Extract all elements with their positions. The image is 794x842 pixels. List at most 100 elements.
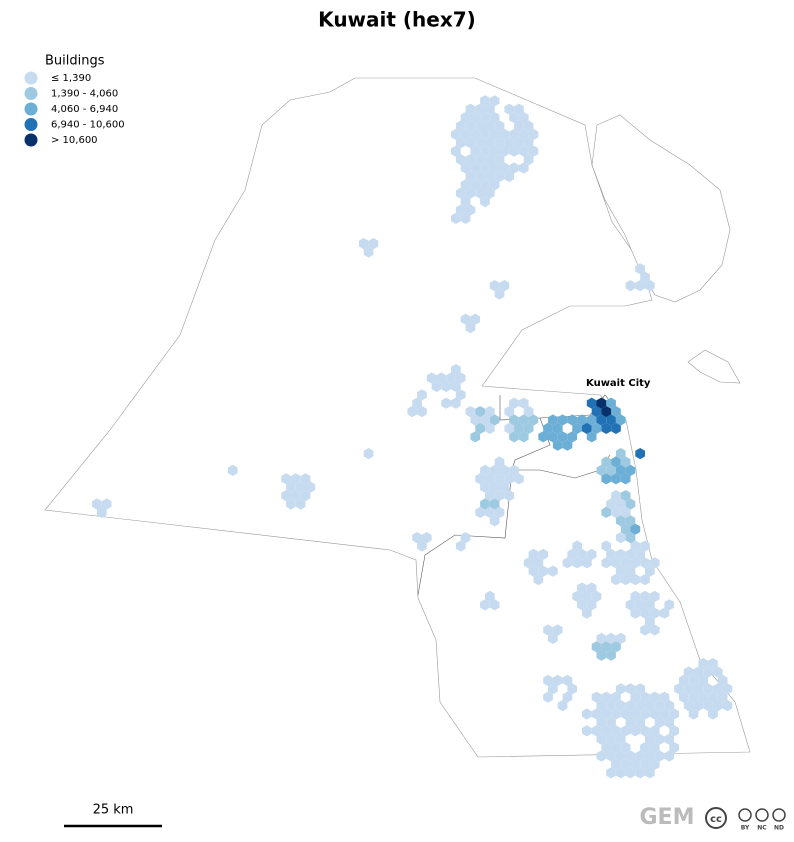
- hex-cell: [489, 481, 500, 493]
- hex-cell: [630, 540, 641, 552]
- hex-cell: [659, 708, 670, 720]
- hex-cell: [596, 733, 607, 745]
- hex-cell: [640, 271, 650, 283]
- hex-cell: [645, 599, 655, 611]
- hex-cell: [649, 590, 660, 602]
- hex-cell: [518, 128, 529, 140]
- hex-cell: [300, 473, 311, 485]
- hex-cell: [305, 481, 316, 493]
- hex-cell: [654, 716, 665, 728]
- hex-cell: [596, 700, 607, 712]
- hex-cell: [494, 473, 505, 485]
- hex-cell: [441, 397, 451, 409]
- hex-cell: [659, 691, 670, 703]
- hex-cell: [417, 406, 427, 418]
- hex-cell: [97, 506, 107, 518]
- hex-cell: [611, 557, 621, 569]
- legend-title: Buildings: [45, 54, 105, 69]
- hex-cell: [640, 708, 650, 720]
- hex-cell: [615, 750, 626, 762]
- hex-cell: [640, 725, 650, 737]
- legend-swatch: [24, 87, 38, 100]
- hex-cell: [475, 154, 485, 166]
- hex-cell: [548, 683, 558, 695]
- license-icon: [755, 808, 769, 822]
- legend-label: ≤ 1,390: [51, 73, 91, 84]
- legend-label: 6,940 - 10,600: [51, 120, 125, 131]
- hex-cell: [227, 464, 238, 476]
- hex-cell: [640, 691, 650, 703]
- hex-cell: [543, 674, 553, 686]
- hex-cell: [582, 708, 592, 720]
- hex-cell: [485, 187, 495, 199]
- hex-cell: [562, 439, 573, 451]
- hex-cell: [523, 120, 534, 132]
- hex-cell: [421, 532, 432, 544]
- hex-cell: [485, 154, 495, 166]
- hex-cell: [485, 490, 495, 502]
- hex-cell: [596, 716, 607, 728]
- hex-cell: [645, 565, 655, 577]
- hex-cell: [475, 473, 485, 485]
- hex-cell: [611, 574, 621, 586]
- hex-cell: [669, 742, 679, 754]
- hex-cell: [514, 422, 524, 434]
- hex-cell: [485, 103, 495, 115]
- hex-cell: [615, 414, 626, 426]
- hex-cell: [649, 691, 660, 703]
- hex-cell: [572, 422, 582, 434]
- hex-cell: [591, 725, 602, 737]
- hex-cell: [645, 750, 655, 762]
- hex-cell: [664, 750, 675, 762]
- hex-cell: [499, 128, 510, 140]
- hex-cell: [625, 498, 636, 510]
- hex-cell: [606, 632, 616, 644]
- hex-cell: [504, 170, 515, 182]
- hex-cell: [572, 590, 582, 602]
- legend-label: 1,390 - 4,060: [51, 89, 118, 100]
- hex-cell: [567, 683, 578, 695]
- hex-cell: [455, 389, 466, 401]
- hex-cell: [615, 548, 626, 560]
- hex-cell: [504, 422, 515, 434]
- hex-cell: [538, 431, 548, 443]
- hex-cell: [562, 674, 573, 686]
- hex-cell: [693, 666, 704, 678]
- hex-cell: [679, 674, 689, 686]
- hex-cell: [528, 548, 539, 560]
- hex-cell: [538, 565, 548, 577]
- hex-cell: [635, 263, 645, 275]
- hex-cell: [625, 532, 636, 544]
- hex-cell: [528, 414, 539, 426]
- hex-cell: [635, 280, 645, 292]
- hex-cell: [460, 179, 471, 191]
- hex-cell: [548, 431, 558, 443]
- hex-cell: [485, 170, 495, 182]
- legend-swatch: [24, 118, 38, 131]
- hex-cell: [601, 456, 612, 468]
- hex-cell: [620, 523, 631, 535]
- hex-cell: [455, 137, 466, 149]
- hex-cell: [455, 120, 466, 132]
- hex-cell: [635, 448, 645, 460]
- hex-cell: [509, 128, 519, 140]
- hex-cell: [480, 464, 490, 476]
- hex-cell: [417, 389, 427, 401]
- hex-cell: [582, 607, 592, 619]
- hex-cell: [620, 557, 631, 569]
- hex-cell: [611, 708, 621, 720]
- hex-cell: [538, 548, 548, 560]
- cc-icon: [705, 807, 727, 829]
- hex-cell: [620, 506, 631, 518]
- hex-cell: [494, 506, 505, 518]
- hex-cell: [703, 683, 713, 695]
- hex-cell: [645, 700, 655, 712]
- hex-cell: [679, 691, 689, 703]
- hex-cell: [475, 137, 485, 149]
- hex-cell: [363, 246, 374, 258]
- hex-cell: [645, 767, 655, 779]
- hex-cell: [543, 422, 553, 434]
- license-icon: [772, 808, 786, 822]
- hex-cell: [494, 170, 505, 182]
- hex-cell: [649, 725, 660, 737]
